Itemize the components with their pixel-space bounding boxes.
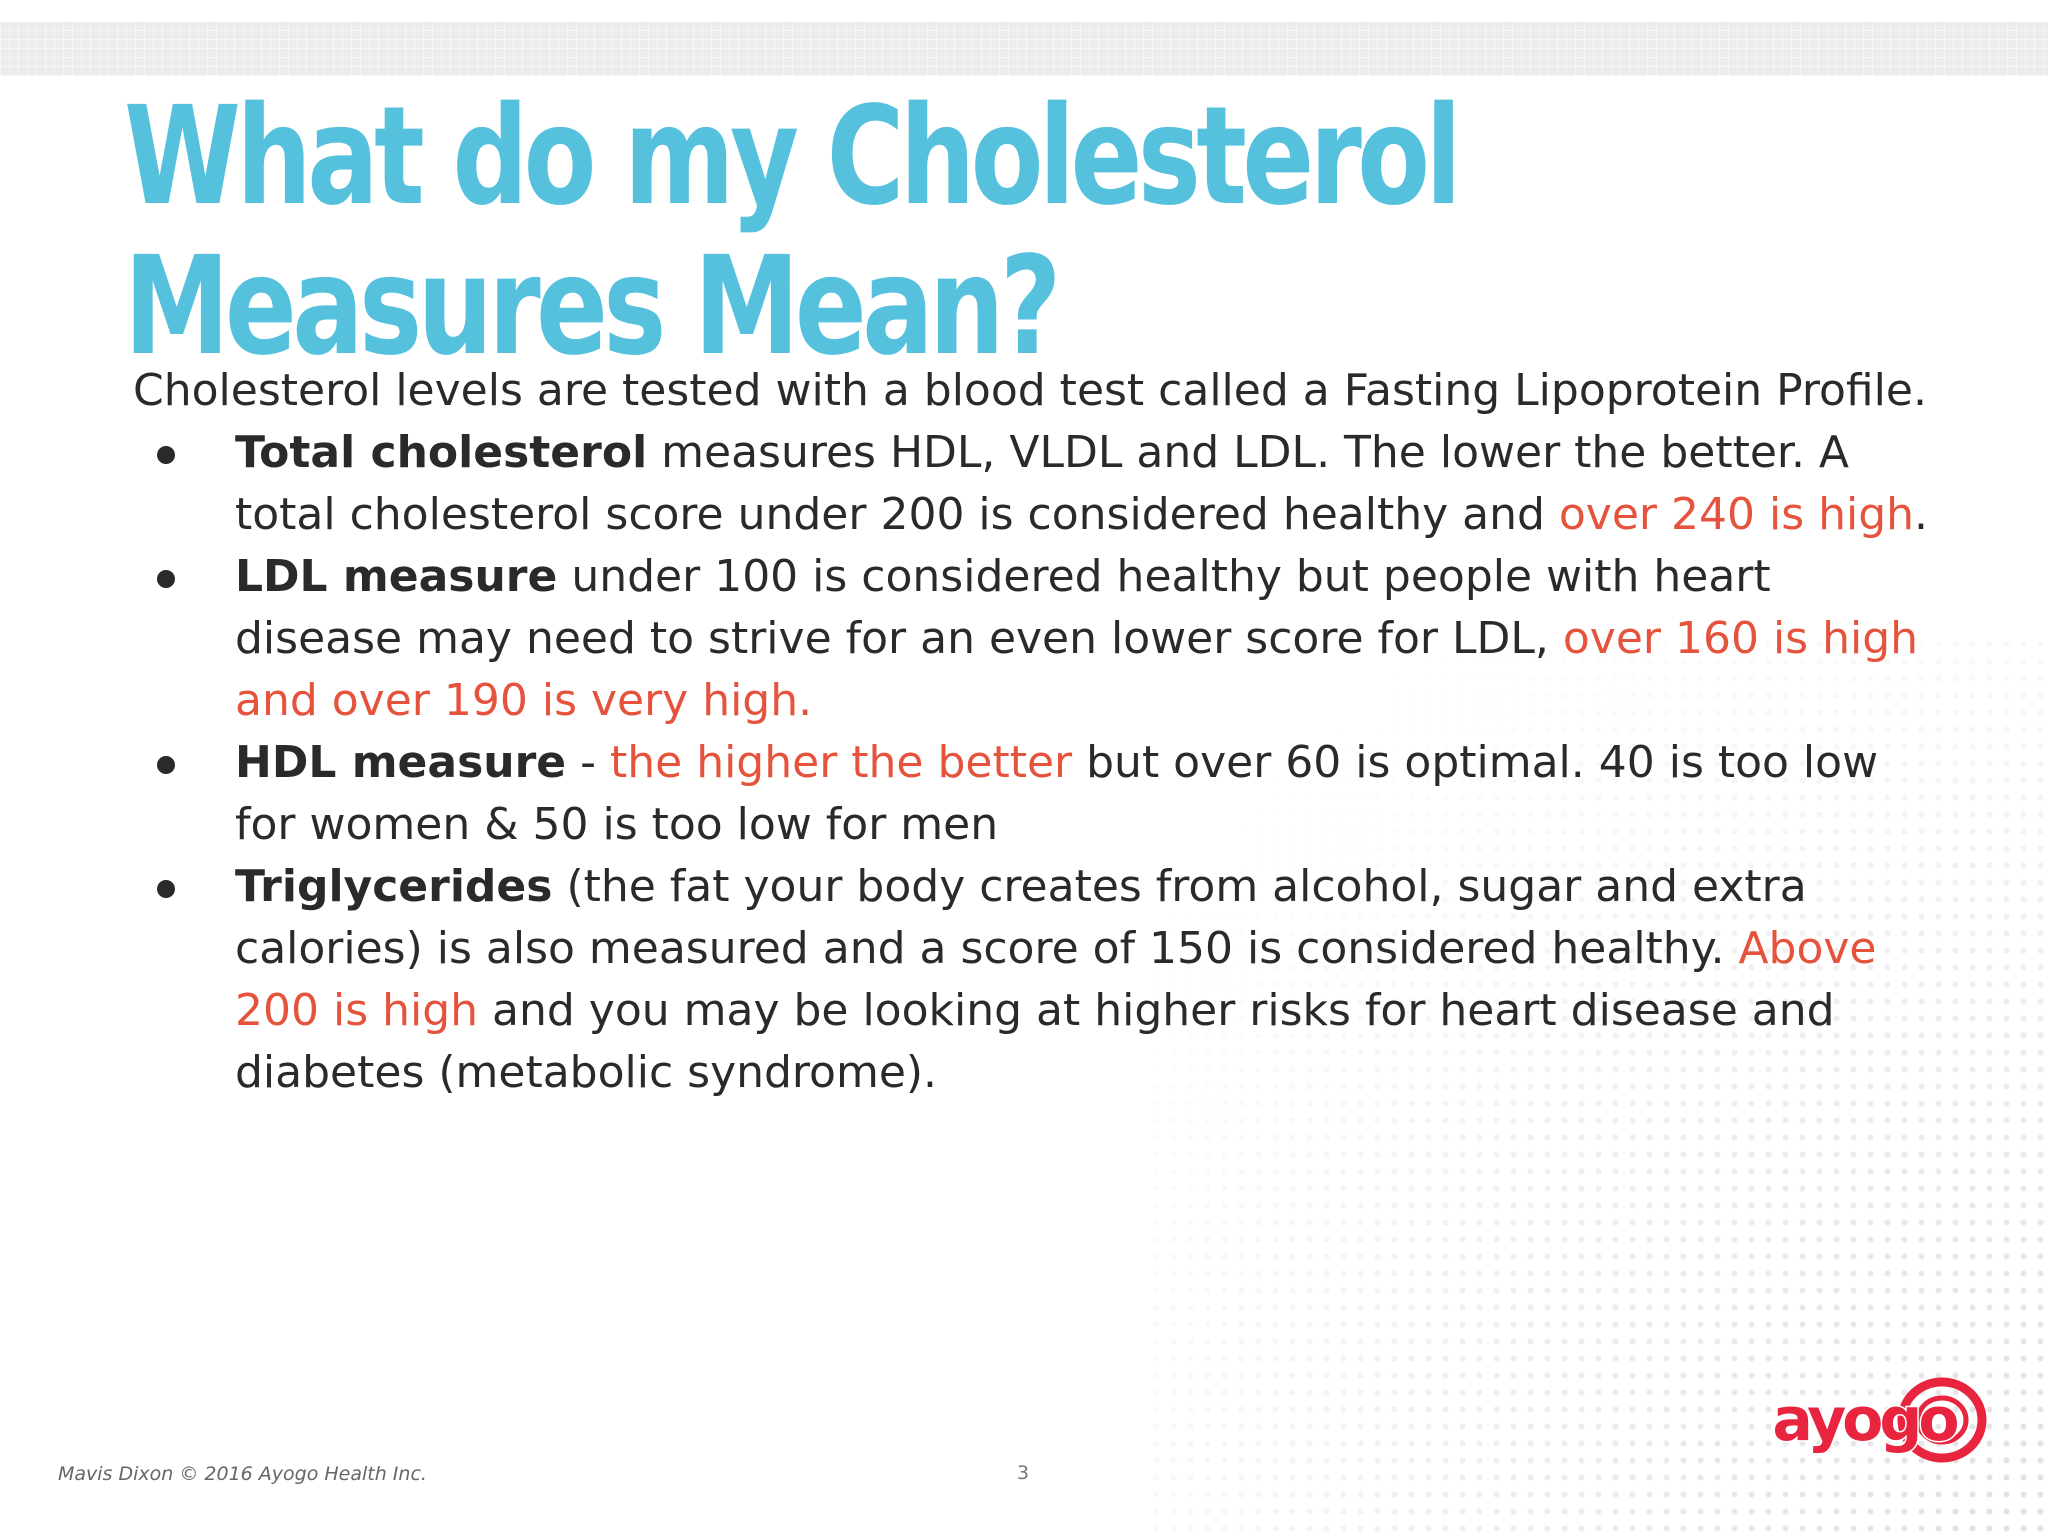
bullet-item-hdl: HDL measure - the higher the better but … (133, 732, 1933, 856)
bullet-text-end: but over 60 is optimal. 40 is too low fo… (235, 737, 1879, 850)
bullet-highlight-text: over 240 is high (1558, 489, 1915, 540)
bullet-item-ldl: LDL measure under 100 is considered heal… (133, 546, 1933, 732)
bullet-bold-label: Triglycerides (235, 861, 553, 912)
bullet-item-triglycerides: Triglycerides (the fat your body creates… (133, 856, 1933, 1104)
bullet-text: measures HDL, VLDL and LDL. The lower th… (235, 427, 1850, 540)
bullet-highlight-text: the higher the better (610, 737, 1073, 788)
bullet-bold-label: Total cholesterol (235, 427, 648, 478)
ayogo-logo-icon: ayogo (1771, 1377, 1987, 1463)
bullet-text-end: . (1914, 489, 1929, 540)
bullet-item-total-cholesterol: Total cholesterol measures HDL, VLDL and… (133, 422, 1933, 546)
logo-wordmark: ayogo (1772, 1385, 1957, 1455)
intro-text: Cholesterol levels are tested with a blo… (133, 365, 1927, 416)
bullet-icon (157, 756, 175, 774)
footer-copyright: Mavis Dixon © 2016 Ayogo Health Inc. (58, 1463, 427, 1485)
bullet-highlight-text: over 160 is high and over 190 is very hi… (235, 613, 1919, 726)
slide-title: What do my Cholesterol Measures Mean? (124, 78, 1462, 386)
bullet-text-end: and you may be looking at higher risks f… (235, 985, 1835, 1098)
bullet-icon (157, 880, 175, 898)
bullet-icon (157, 446, 175, 464)
bullet-bold-label: LDL measure (235, 551, 558, 602)
header-pattern-band (0, 22, 2048, 76)
page-number: 3 (1017, 1462, 1030, 1484)
bullet-icon (157, 570, 175, 588)
dot-pattern-decoration (1148, 636, 2048, 1536)
slide-body: Cholesterol levels are tested with a blo… (133, 360, 1933, 1104)
bullet-text: (the fat your body creates from alcohol,… (235, 861, 1807, 974)
bullet-text: - (566, 737, 610, 788)
bullet-text: under 100 is considered healthy but peop… (235, 551, 1771, 664)
bullet-bold-label: HDL measure (235, 737, 567, 788)
bullet-highlight-text: Above 200 is high (235, 923, 1877, 1036)
bullet-list: Total cholesterol measures HDL, VLDL and… (133, 422, 1933, 1104)
